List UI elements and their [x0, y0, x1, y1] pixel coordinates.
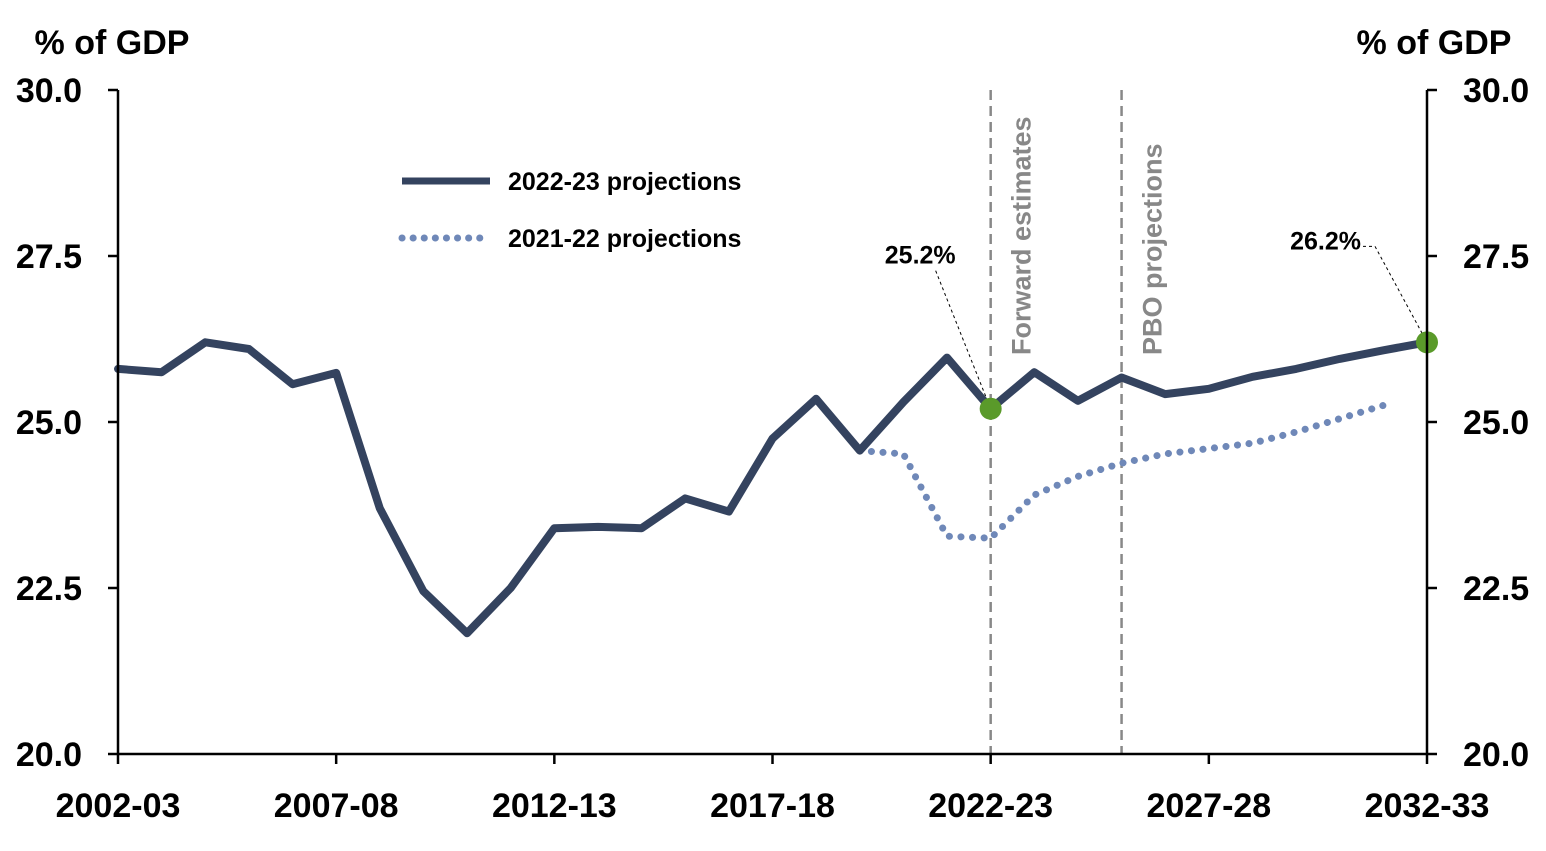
vertical-markers: Forward estimates PBO projections [989, 90, 1168, 754]
left-y-tick-label: 22.5 [16, 570, 82, 608]
right-y-tick-label: 20.0 [1463, 736, 1529, 774]
vertical-line-label: Forward estimates [1007, 116, 1037, 355]
x-tick-label: 2002-03 [56, 787, 181, 825]
x-tick-label: 2012-13 [492, 787, 617, 825]
annotation-leader [935, 270, 992, 409]
annotation-layer: 25.2% 26.2% [885, 227, 1438, 420]
x-tick-label: 2017-18 [710, 787, 835, 825]
right-unit-label: % of GDP [1357, 24, 1512, 62]
annotation-label: 26.2% [1290, 227, 1361, 255]
series-line-1 [856, 401, 1387, 542]
annotation-leader [1357, 245, 1428, 343]
right-y-tick-label: 30.0 [1463, 72, 1529, 110]
annotation-label: 25.2% [885, 242, 956, 270]
x-tick-label: 2007-08 [274, 787, 399, 825]
left-y-tick-label: 20.0 [16, 736, 82, 774]
right-y-tick-label: 22.5 [1463, 570, 1529, 608]
left-unit-label: % of GDP [35, 24, 190, 62]
axis-ticks: 20.0 20.0 22.5 22.5 25.0 25.0 27.5 27.5 30.0 30.0… [16, 72, 1529, 825]
annotation-marker [979, 397, 1002, 420]
left-y-tick-label: 25.0 [16, 404, 82, 442]
legend: 2022-23 projections 2021-22 projections [398, 168, 741, 253]
legend-label-2021-22: 2021-22 projections [508, 225, 741, 253]
right-y-tick-label: 27.5 [1463, 238, 1529, 276]
left-y-tick-label: 30.0 [16, 72, 82, 110]
series-layer [114, 338, 1431, 638]
right-y-tick-label: 25.0 [1463, 404, 1529, 442]
x-tick-label: 2027-28 [1146, 787, 1271, 825]
vertical-line-label: PBO projections [1138, 143, 1168, 355]
left-y-tick-label: 27.5 [16, 238, 82, 276]
series-line-0 [114, 338, 1431, 638]
x-tick-label: 2022-23 [928, 787, 1053, 825]
legend-label-2022-23: 2022-23 projections [508, 168, 741, 196]
x-tick-label: 2032-33 [1365, 787, 1490, 825]
